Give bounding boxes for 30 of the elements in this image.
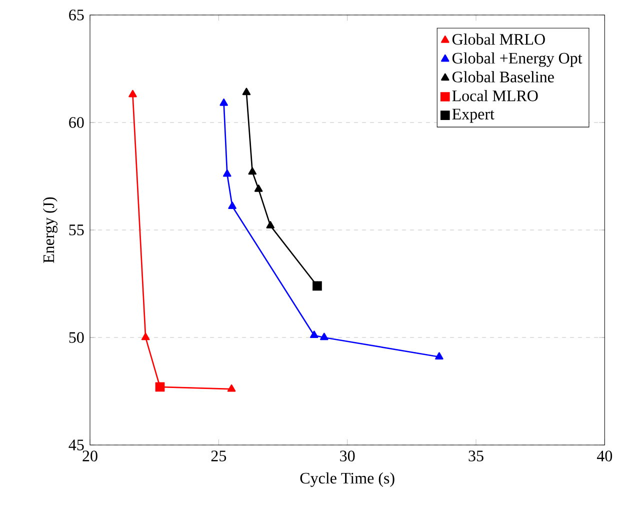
y-tick-label: 55 xyxy=(69,224,84,236)
x-tick-label: 35 xyxy=(468,450,484,462)
point xyxy=(141,332,150,340)
point xyxy=(435,352,444,360)
point xyxy=(320,332,328,340)
point xyxy=(242,88,251,96)
point xyxy=(220,98,228,106)
legend-label: Expert xyxy=(452,108,494,123)
legend-label: Global +Energy Opt xyxy=(452,52,582,67)
point xyxy=(310,330,318,338)
point xyxy=(266,221,275,228)
x-tick-label: 20 xyxy=(82,450,98,462)
x-tick-label: 40 xyxy=(596,450,612,462)
y-tick-label: 45 xyxy=(68,440,84,450)
point xyxy=(228,202,236,210)
point xyxy=(128,90,137,98)
point xyxy=(223,169,232,177)
x-tick-label: 30 xyxy=(340,450,355,462)
point xyxy=(248,167,257,175)
y-tick-label: 50 xyxy=(69,332,84,343)
y-axis-title: Energy (J) xyxy=(42,197,58,263)
legend-label: Global Baseline xyxy=(452,71,554,82)
y-tick-label: 65 xyxy=(69,10,84,20)
x-tick-label: 25 xyxy=(211,450,226,462)
legend-label: Global MRLO xyxy=(452,34,545,45)
point xyxy=(254,184,263,192)
point xyxy=(227,384,236,392)
x-axis-title: Cycle Time (s) xyxy=(300,472,394,487)
legend-label: Local MLRO xyxy=(452,90,538,102)
y-tick-label: 60 xyxy=(69,117,84,128)
